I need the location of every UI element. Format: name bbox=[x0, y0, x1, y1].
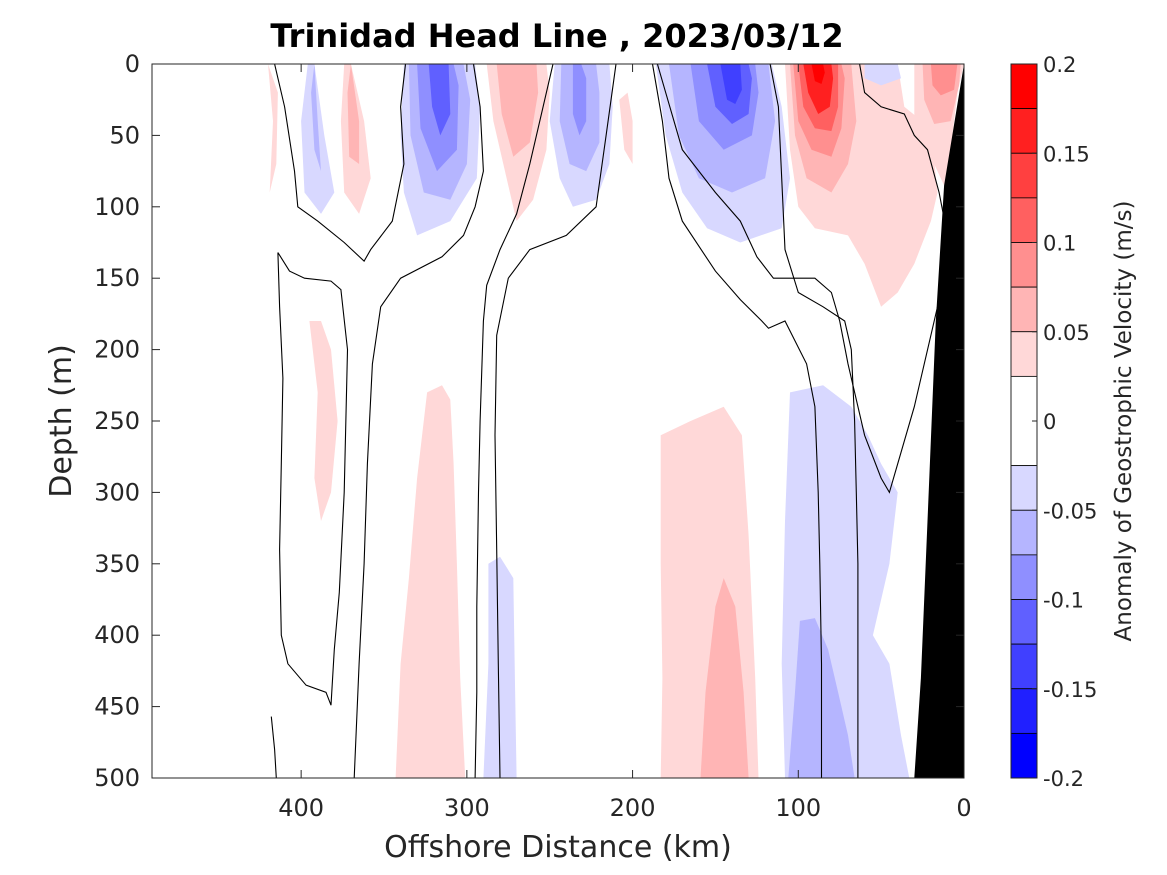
colorbar-tick-label: 0 bbox=[1043, 410, 1056, 434]
colorbar-level-9 bbox=[1010, 465, 1038, 511]
colorbar-level-11 bbox=[1010, 554, 1038, 600]
anomaly-region-32 bbox=[395, 385, 466, 778]
zero-contour-layer bbox=[270, 64, 948, 778]
colorbar-level-6 bbox=[1010, 286, 1038, 333]
y-tick-label: 300 bbox=[94, 478, 140, 506]
anomaly-region-14 bbox=[572, 64, 587, 136]
colorbar-tick-label: -0.05 bbox=[1043, 499, 1097, 523]
colorbar-level-2 bbox=[1010, 108, 1038, 154]
colorbar-level-5 bbox=[1010, 242, 1038, 288]
x-tick-label: 0 bbox=[956, 794, 971, 822]
y-tick-label: 0 bbox=[125, 50, 140, 78]
colorbar-level-12 bbox=[1010, 599, 1038, 645]
zero-contour-5 bbox=[474, 64, 554, 778]
colorbar-tick-label: 0.05 bbox=[1043, 321, 1090, 345]
bathymetry-shelf bbox=[914, 64, 964, 778]
anomaly-region-27 bbox=[864, 64, 901, 86]
colorbar-level-1 bbox=[1010, 63, 1038, 110]
colorbar-level-14 bbox=[1010, 688, 1038, 734]
anomaly-region-30 bbox=[930, 64, 958, 96]
x-tick-label: 300 bbox=[444, 794, 490, 822]
bathymetry-layer bbox=[914, 64, 964, 778]
anomaly-region-35 bbox=[700, 578, 749, 778]
y-tick-label: 450 bbox=[94, 693, 140, 721]
x-tick-label: 100 bbox=[775, 794, 821, 822]
zero-contour-2 bbox=[277, 252, 349, 706]
colorbar-tick-label: 0.2 bbox=[1043, 53, 1076, 77]
zero-contour-4 bbox=[353, 64, 484, 778]
colorbar-level-10 bbox=[1010, 509, 1038, 556]
colorbar-tick-label: -0.2 bbox=[1043, 767, 1084, 791]
y-tick-label: 50 bbox=[109, 121, 140, 149]
y-axis-ticks: 0 50 100 150 200 250 300 350 400 450 500 bbox=[94, 50, 964, 792]
x-tick-label: 200 bbox=[610, 794, 656, 822]
y-tick-label: 200 bbox=[94, 336, 140, 364]
anomaly-region-1 bbox=[268, 64, 278, 193]
zero-contour-6 bbox=[494, 64, 617, 778]
zero-contour-3 bbox=[270, 716, 277, 778]
zero-contour-8 bbox=[769, 64, 859, 778]
colorbar-tick-label: 0.15 bbox=[1043, 142, 1090, 166]
colorbar-tick-label: -0.15 bbox=[1043, 678, 1097, 702]
zero-contour-1 bbox=[274, 64, 407, 262]
zero-contour-7 bbox=[651, 64, 823, 778]
anomaly-region-25 bbox=[803, 64, 834, 114]
colorbar-label: Anomaly of Geostrophic Velocity (m/s) bbox=[1111, 201, 1137, 642]
colorbar: 0.2 0.15 0.1 0.05 0 -0.05 -0.1 -0.15 -0.2 bbox=[1010, 53, 1097, 791]
colorbar-tick-label: -0.1 bbox=[1043, 589, 1084, 613]
x-axis-label: Offshore Distance (km) bbox=[384, 830, 732, 865]
x-axis-ticks: 400 300 200 100 0 bbox=[278, 64, 972, 822]
colorbar-level-4 bbox=[1010, 197, 1038, 243]
y-tick-label: 400 bbox=[94, 621, 140, 649]
y-tick-label: 250 bbox=[94, 407, 140, 435]
y-tick-label: 150 bbox=[94, 264, 140, 292]
anomaly-fill-layer bbox=[268, 64, 964, 778]
anomaly-region-5 bbox=[347, 64, 360, 164]
anomaly-region-9 bbox=[428, 64, 451, 136]
colorbar-level-13 bbox=[1010, 643, 1038, 690]
anomaly-region-15 bbox=[619, 92, 633, 164]
y-tick-label: 100 bbox=[94, 193, 140, 221]
anomaly-region-20 bbox=[720, 64, 742, 104]
y-axis-label: Depth (m) bbox=[44, 344, 79, 498]
anomaly-region-33 bbox=[483, 556, 517, 778]
chart-title: Trinidad Head Line , 2023/03/12 bbox=[270, 17, 843, 55]
y-tick-label: 350 bbox=[94, 550, 140, 578]
colorbar-level-7 bbox=[1010, 331, 1038, 377]
colorbar-tick-label: 0.1 bbox=[1043, 232, 1076, 256]
anomaly-region-26 bbox=[811, 64, 825, 84]
colorbar-level-3 bbox=[1010, 152, 1038, 199]
anomaly-region-3 bbox=[311, 64, 321, 172]
y-tick-label: 500 bbox=[94, 764, 140, 792]
x-tick-label: 400 bbox=[278, 794, 324, 822]
colorbar-level-15 bbox=[1010, 732, 1038, 779]
zero-contour-9 bbox=[656, 64, 948, 494]
anomaly-region-31 bbox=[309, 321, 338, 521]
anomaly-region-11 bbox=[496, 64, 539, 157]
